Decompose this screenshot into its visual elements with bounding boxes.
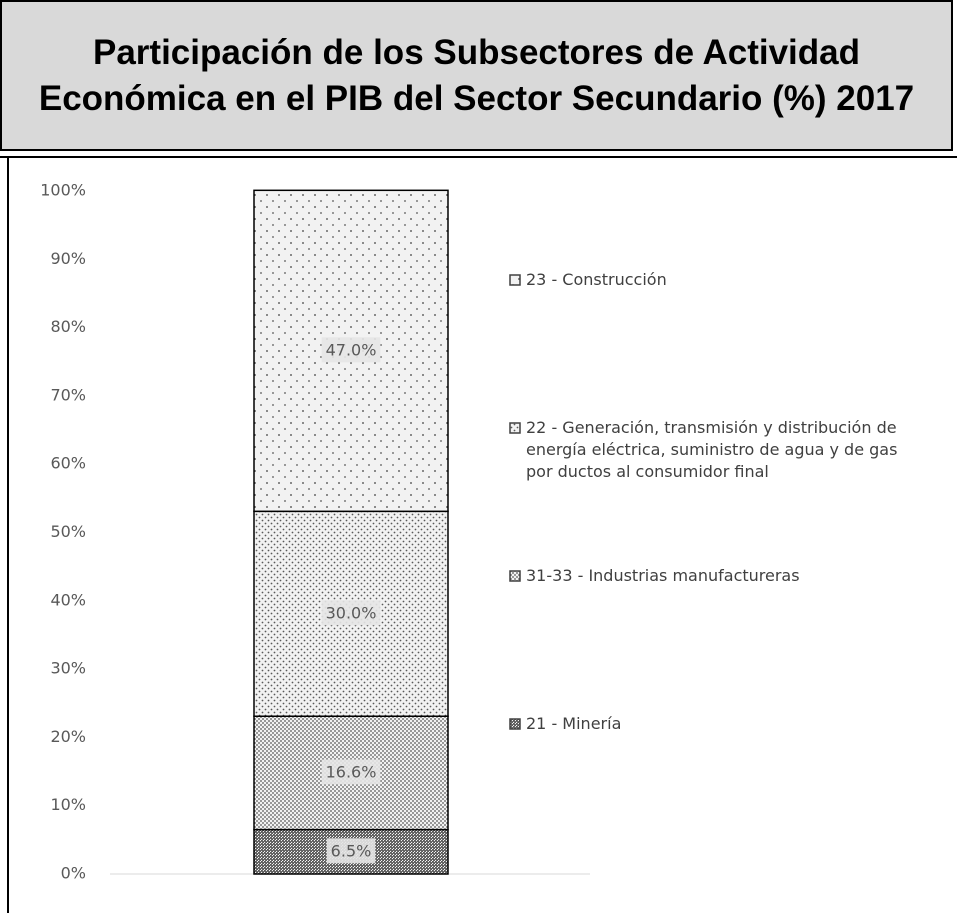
data-label: 30.0% [326,603,377,622]
legend-marker [509,718,521,730]
legend-label: 21 - Minería [526,714,622,733]
legend-marker [509,570,521,582]
y-tick-label: 10% [50,795,86,814]
y-tick-label: 20% [50,727,86,746]
y-tick-label: 70% [50,385,86,404]
y-tick-label: 30% [50,659,86,678]
data-label-bg [321,759,381,785]
y-tick-label: 90% [50,249,86,268]
data-label-bg [321,337,381,363]
y-tick-label: 60% [50,454,86,473]
y-tick-label: 100% [40,181,86,200]
data-label: 47.0% [326,340,377,359]
y-tick-label: 40% [50,590,86,609]
data-label-bg [326,838,376,864]
legend-label: 22 - Generación, transmisión y distribuc… [526,418,898,481]
bar-segment [253,510,449,717]
data-label: 16.6% [326,762,377,781]
legend-marker [509,274,521,286]
y-tick-label: 50% [50,522,86,541]
y-tick-label: 80% [50,317,86,336]
data-label: 6.5% [331,841,372,860]
chart-title: Participación de los Subsectores de Acti… [0,0,953,151]
legend-label: 31-33 - Industrias manufactureras [526,566,800,585]
y-tick-label: 0% [61,864,86,883]
legend-marker [509,422,521,434]
legend-label: 23 - Construcción [526,270,667,289]
data-label-bg [321,600,381,626]
